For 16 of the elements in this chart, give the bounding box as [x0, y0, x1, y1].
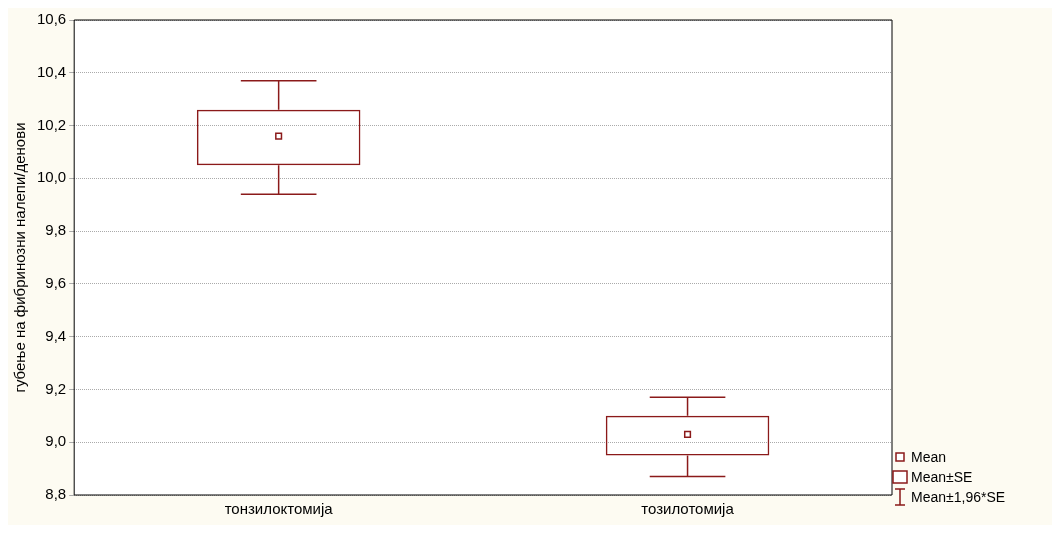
y-tick-label: 9,4 — [45, 326, 67, 344]
y-tick-label: 10,2 — [36, 115, 67, 133]
y-tick-label: 8,8 — [45, 485, 67, 503]
x-tick-label: тозилотомија — [641, 500, 735, 518]
y-tick-label: 9,2 — [45, 379, 67, 397]
y-tick-label: 10,0 — [36, 168, 67, 186]
y-tick-label: 9,8 — [45, 221, 67, 239]
text: Mean±1,96*SE — [911, 488, 1006, 506]
text: Mean — [911, 448, 947, 466]
y-tick-label: 9,0 — [45, 432, 67, 450]
y-tick-label: 10,6 — [36, 10, 67, 28]
y-axis-title: губење на фибринозни налепи/денови — [11, 122, 29, 393]
y-tick-label: 10,4 — [36, 62, 67, 80]
text: Mean±SE — [911, 468, 973, 486]
y-tick-label: 9,6 — [45, 274, 67, 292]
x-tick-label: тонзилоктомија — [224, 500, 334, 518]
